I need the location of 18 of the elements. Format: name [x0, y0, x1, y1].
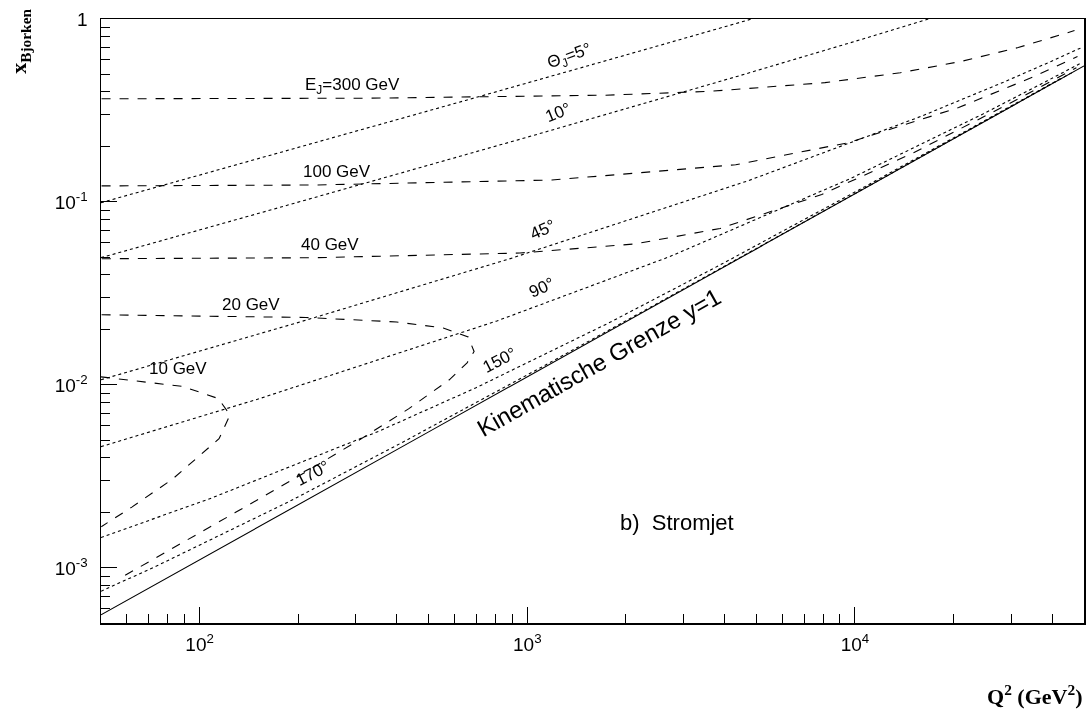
y-tick-label: 10$^{-3}$: [54, 554, 88, 579]
annotation: E$_{J}$=300 GeV: [305, 75, 400, 97]
annotation: 40 GeV: [301, 235, 360, 254]
x-axis-title: Q$^{2}$ (GeV$^{2}$): [987, 681, 1083, 710]
x-tick-label: 10$^{3}$: [513, 631, 542, 656]
annotation: 10°: [542, 98, 574, 127]
annotation: 170°: [292, 456, 333, 490]
annotation: 10 GeV: [149, 359, 208, 378]
annotation: 90°: [526, 273, 558, 302]
annotation: 100 GeV: [303, 162, 371, 181]
x-tick-label: 10$^{4}$: [840, 631, 870, 656]
annotation: 20 GeV: [222, 295, 281, 314]
y-tick-label: 1: [77, 8, 88, 30]
annotation: b) Stromjet: [620, 510, 734, 535]
x-tick-label: 10$^{2}$: [185, 631, 214, 656]
y-tick-label: 10$^{-1}$: [54, 188, 88, 213]
y-tick-label: 10$^{-2}$: [54, 371, 88, 396]
annotation: 45°: [527, 215, 559, 244]
